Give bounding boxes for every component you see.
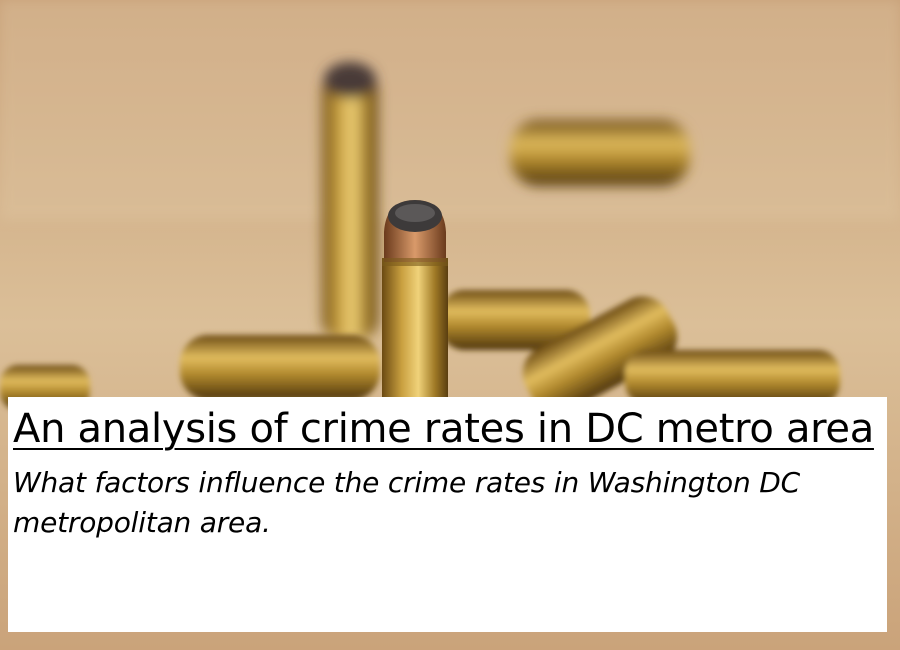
article-title[interactable]: An analysis of crime rates in DC metro a… xyxy=(13,406,874,452)
article-subtitle: What factors influence the crime rates i… xyxy=(13,466,800,539)
article-caption: An analysis of crime rates in DC metro a… xyxy=(8,397,887,632)
